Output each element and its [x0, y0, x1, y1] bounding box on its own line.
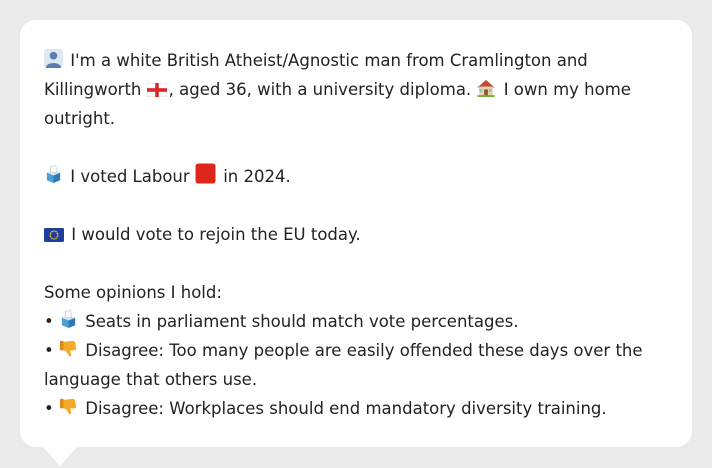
- vote-text-suffix: in 2024.: [223, 167, 291, 186]
- thumbs-down-icon: [59, 397, 78, 416]
- opinion-item: • Disagree: Too many people are easily o…: [44, 336, 668, 394]
- vote-text-prefix: I voted Labour: [70, 167, 190, 186]
- intro-text-c: , aged 36, with a university diploma.: [168, 80, 472, 99]
- eu-flag-icon: [44, 228, 64, 242]
- bullet: •: [44, 399, 54, 418]
- bullet: •: [44, 341, 54, 360]
- england-flag-icon: [146, 83, 167, 97]
- speech-bubble-tail: [42, 446, 78, 466]
- red-square-icon: [195, 163, 216, 184]
- opinion-text: Disagree: Too many people are easily off…: [44, 341, 643, 389]
- vote-paragraph: I voted Labour in 2024.: [44, 162, 668, 191]
- opinion-text: Disagree: Workplaces should end mandator…: [85, 399, 607, 418]
- intro-text-d: I own my home outright.: [44, 80, 631, 128]
- opinions-heading: Some opinions I hold:: [44, 283, 222, 302]
- eu-text: I would vote to rejoin the EU today.: [71, 225, 361, 244]
- ballot-box-icon: [44, 165, 63, 184]
- person-silhouette-icon: [44, 49, 63, 68]
- thumbs-down-icon: [59, 339, 78, 358]
- profile-card: I'm a white British Atheist/Agnostic man…: [20, 20, 692, 447]
- eu-paragraph: I would vote to rejoin the EU today.: [44, 220, 668, 249]
- intro-text-a: I'm a white British Atheist/Agnostic man…: [70, 51, 588, 70]
- house-icon: [476, 78, 496, 97]
- intro-text-b: Killingworth: [44, 80, 142, 99]
- ballot-box-icon: [59, 310, 78, 329]
- opinion-item: • Seats in parliament should match vote …: [44, 307, 668, 336]
- intro-paragraph: I'm a white British Atheist/Agnostic man…: [44, 46, 668, 133]
- opinion-item: • Disagree: Workplaces should end mandat…: [44, 394, 668, 423]
- opinion-text: Seats in parliament should match vote pe…: [85, 312, 519, 331]
- bullet: •: [44, 312, 54, 331]
